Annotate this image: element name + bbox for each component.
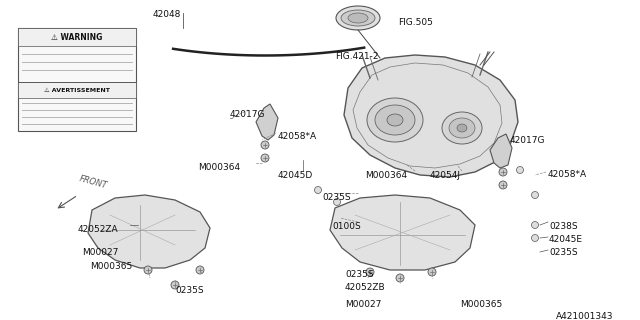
Circle shape (428, 268, 436, 276)
Circle shape (499, 181, 507, 189)
Text: 42017G: 42017G (510, 136, 545, 145)
Text: FIG.421-2: FIG.421-2 (335, 52, 378, 61)
Polygon shape (490, 134, 512, 168)
Circle shape (144, 266, 152, 274)
Text: 0235S: 0235S (345, 270, 374, 279)
Circle shape (531, 191, 538, 198)
Text: 42058*A: 42058*A (278, 132, 317, 141)
Ellipse shape (348, 13, 368, 23)
Bar (18, 28, 136, 131)
Circle shape (531, 221, 538, 228)
Polygon shape (256, 104, 278, 140)
Text: M000365: M000365 (90, 262, 132, 271)
Circle shape (333, 198, 340, 205)
Circle shape (261, 154, 269, 162)
Text: M00027: M00027 (345, 300, 381, 309)
Text: M000365: M000365 (460, 300, 502, 309)
Circle shape (261, 141, 269, 149)
Polygon shape (344, 55, 518, 177)
Circle shape (314, 187, 321, 194)
Text: 42045E: 42045E (549, 235, 583, 244)
Text: 42017G: 42017G (230, 110, 266, 119)
Circle shape (196, 266, 204, 274)
Text: A421001343: A421001343 (556, 312, 614, 320)
Circle shape (499, 168, 507, 176)
Text: ⚠ AVERTISSEMENT: ⚠ AVERTISSEMENT (44, 87, 110, 92)
Circle shape (171, 281, 179, 289)
Text: 42054J: 42054J (430, 171, 461, 180)
Polygon shape (88, 195, 210, 268)
Ellipse shape (457, 124, 467, 132)
Ellipse shape (341, 10, 375, 26)
Text: 42045D: 42045D (278, 171, 313, 180)
Circle shape (396, 274, 404, 282)
Text: 0235S: 0235S (322, 193, 351, 202)
Ellipse shape (442, 112, 482, 144)
Circle shape (366, 268, 374, 276)
Text: 42048: 42048 (153, 10, 181, 19)
Text: FRONT: FRONT (78, 174, 108, 190)
Ellipse shape (336, 6, 380, 30)
Ellipse shape (449, 118, 475, 138)
Text: 0100S: 0100S (332, 222, 361, 231)
Polygon shape (330, 195, 475, 270)
Circle shape (516, 166, 524, 173)
Bar (18, 28, 136, 46)
Text: ⚠ WARNING: ⚠ WARNING (51, 33, 102, 42)
Text: 42058*A: 42058*A (548, 170, 587, 179)
Bar (18, 82, 136, 98)
Text: FIG.505: FIG.505 (398, 18, 433, 27)
Text: 0235S: 0235S (175, 286, 204, 295)
Text: M000364: M000364 (198, 163, 240, 172)
Ellipse shape (375, 105, 415, 135)
Ellipse shape (367, 98, 423, 142)
Text: M000364: M000364 (365, 171, 407, 180)
Text: M00027: M00027 (82, 248, 118, 257)
Circle shape (531, 235, 538, 242)
Ellipse shape (387, 114, 403, 126)
Text: 0235S: 0235S (549, 248, 578, 257)
Text: 42052ZA: 42052ZA (78, 225, 118, 234)
Text: 42052ZB: 42052ZB (345, 283, 386, 292)
Text: 0238S: 0238S (549, 222, 578, 231)
